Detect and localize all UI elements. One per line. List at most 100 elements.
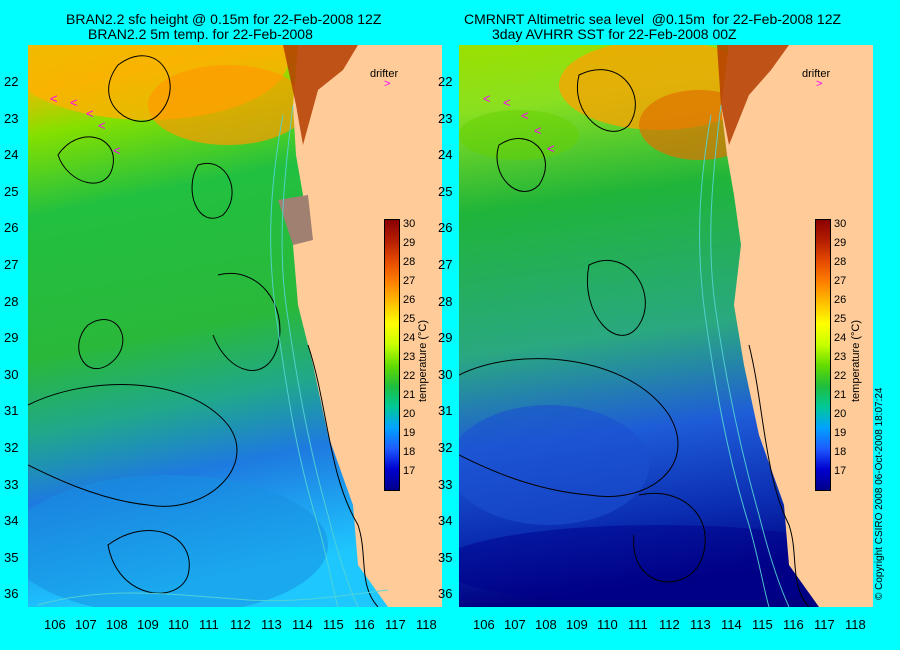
lon-tick-label: 115 [752, 617, 773, 632]
svg-text:<: < [98, 118, 106, 133]
colorbar-tick-label: 28 [403, 256, 416, 268]
lon-tick-label: 115 [323, 617, 344, 632]
svg-text:<: < [521, 108, 529, 123]
bathymetry-lines [699, 104, 790, 607]
lat-tick-label: 29 [4, 330, 19, 346]
lat-tick-label: 24 [438, 147, 453, 163]
land-mass [721, 45, 873, 607]
lat-tick-label: 29 [438, 330, 453, 346]
lon-tick-label: 106 [473, 617, 495, 632]
lat-tick-label: 32 [438, 440, 453, 455]
lat-tick-label: 34 [438, 513, 453, 529]
colorbar-tick-label: 20 [834, 408, 847, 420]
lon-tick-label: 109 [566, 617, 588, 632]
svg-text:<: < [547, 141, 555, 156]
colorbar-tick-label: 25 [403, 313, 416, 325]
left-title-line1: BRAN2.2 sfc height @ 0.15m for 22-Feb-20… [66, 11, 382, 27]
colorbar-tick-label: 22 [834, 370, 847, 382]
colorbar-tick-label: 29 [834, 237, 847, 249]
colorbar-tick-label: 24 [834, 332, 847, 344]
right-colorbar-title: temperature (°C) [850, 319, 862, 402]
colorbar-tick-label: 22 [403, 370, 416, 382]
sfc-height-contours [28, 55, 379, 607]
lon-tick-label: 113 [261, 617, 282, 632]
lat-tick-label: 27 [4, 257, 19, 272]
left-colorbar-title: temperature (°C) [417, 319, 429, 402]
lon-tick-label: 116 [354, 617, 375, 632]
lat-tick-label: 23 [4, 110, 19, 126]
colorbar-tick-label: 18 [834, 446, 847, 458]
lon-tick-label: 117 [385, 617, 406, 632]
lat-tick-label: 22 [438, 74, 453, 89]
colorbar-tick-label: 19 [403, 427, 416, 439]
lon-tick-label: 109 [137, 617, 159, 632]
drifter-arrow-icon: > [816, 78, 823, 90]
lon-tick-label: 111 [199, 617, 219, 632]
lat-tick-label: 23 [438, 110, 453, 126]
right-drifter-legend: drifter > [802, 68, 830, 90]
drifter-markers: < < < < < [483, 91, 555, 156]
lat-tick-label: 26 [438, 220, 453, 236]
colorbar-tick-label: 17 [403, 465, 416, 477]
lat-tick-label: 30 [438, 366, 453, 382]
lon-tick-label: 114 [292, 617, 313, 632]
lon-tick-label: 107 [504, 617, 526, 632]
lon-tick-label: 108 [535, 617, 557, 632]
lat-tick-label: 32 [4, 440, 19, 455]
drifter-markers: < < < < < [50, 91, 121, 158]
lat-tick-label: 35 [438, 549, 453, 565]
left-title-line2: BRAN2.2 5m temp. for 22-Feb-2008 [88, 26, 313, 42]
colorbar-tick-label: 26 [403, 294, 416, 306]
copyright-text: © Copyright CSIRO 2008 06-Oct-2008 18:07… [874, 387, 885, 601]
lon-tick-label: 106 [44, 617, 66, 632]
svg-text:<: < [86, 106, 94, 121]
lon-tick-label: 110 [168, 617, 189, 632]
colorbar-tick-label: 23 [834, 351, 847, 363]
colorbar-tick-label: 17 [834, 465, 847, 477]
lon-tick-label: 108 [106, 617, 128, 632]
lat-tick-label: 30 [4, 366, 19, 382]
svg-text:<: < [50, 91, 58, 106]
left-map-panel: < < < < < [28, 45, 442, 607]
colorbar-tick-label: 24 [403, 332, 416, 344]
lat-tick-label: 28 [4, 293, 19, 309]
lat-tick-label: 34 [4, 513, 19, 529]
colorbar-tick-label: 21 [834, 389, 847, 401]
colorbar-tick-label: 26 [834, 294, 847, 306]
lon-tick-label: 118 [845, 617, 866, 632]
svg-text:<: < [483, 91, 491, 106]
lon-tick-label: 116 [783, 617, 804, 632]
svg-text:<: < [70, 95, 78, 110]
lon-tick-label: 114 [721, 617, 742, 632]
colorbar-tick-label: 30 [834, 218, 847, 230]
lat-tick-label: 25 [4, 183, 19, 199]
right-title-line2: 3day AVHRR SST for 22-Feb-2008 00Z [492, 26, 737, 42]
svg-text:<: < [503, 95, 511, 110]
drifter-arrow-icon: > [384, 78, 391, 90]
colorbar-tick-label: 20 [403, 408, 416, 420]
colorbar-tick-label: 28 [834, 256, 847, 268]
lon-tick-label: 118 [416, 617, 437, 632]
svg-text:<: < [534, 123, 542, 138]
lat-tick-label: 22 [4, 74, 19, 89]
land-mass [293, 45, 442, 607]
left-drifter-legend: drifter > [370, 68, 398, 90]
lon-tick-label: 112 [659, 617, 680, 632]
lat-tick-label: 27 [438, 257, 453, 272]
bathymetry-lines [37, 104, 389, 607]
right-colorbar [815, 219, 831, 491]
svg-text:<: < [113, 143, 121, 158]
colorbar-tick-label: 18 [403, 446, 416, 458]
lon-tick-label: 111 [628, 617, 648, 632]
colorbar-tick-label: 29 [403, 237, 416, 249]
lat-tick-label: 31 [4, 403, 19, 419]
lat-tick-label: 33 [438, 476, 453, 492]
colorbar-tick-label: 25 [834, 313, 847, 325]
colorbar-tick-label: 19 [834, 427, 847, 439]
lat-tick-label: 33 [4, 476, 19, 492]
lat-tick-label: 26 [4, 220, 19, 236]
lat-tick-label: 31 [438, 403, 453, 419]
left-colorbar [384, 219, 400, 491]
colorbar-tick-label: 23 [403, 351, 416, 363]
lat-tick-label: 28 [438, 293, 453, 309]
